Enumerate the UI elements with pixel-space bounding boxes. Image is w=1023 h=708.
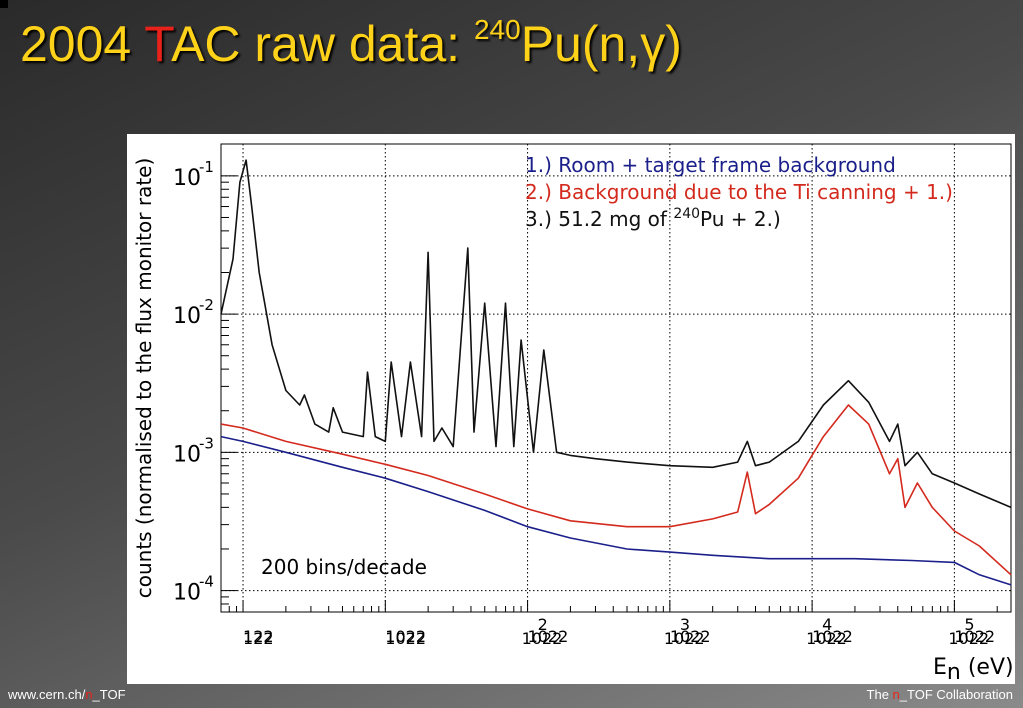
x-tick-label-exponent: 5 <box>964 615 974 634</box>
y-tick-label-exponent: -2 <box>199 296 214 314</box>
footer-collab-pre: The <box>866 687 893 702</box>
legend-entry-1: 1.) Room + target frame background <box>525 153 896 177</box>
x-axis-label: En (eV) <box>933 655 1014 684</box>
middle: 1022 <box>385 627 426 646</box>
footer-url-n: n <box>85 687 93 702</box>
middle: 1022 <box>522 629 563 648</box>
title-rest: AC raw data: <box>171 16 474 72</box>
bins-annotation: 200 bins/decade <box>261 555 427 579</box>
series-line-1 <box>220 435 1012 586</box>
slide-title: 2004 TAC raw data: 240Pu(n,γ) <box>20 14 682 73</box>
middle: 1022 <box>385 629 426 648</box>
x-tick-label-exponent: 4 <box>822 615 832 634</box>
title-red-letter: T <box>144 16 172 72</box>
y-tick-label: 10 <box>173 304 201 329</box>
legend-entry-2: 2.) Background due to the Ti canning + 1… <box>525 180 953 204</box>
middle: 122 <box>243 627 274 646</box>
middle: 1022 <box>664 629 705 648</box>
plot-border <box>220 143 1012 613</box>
middle: 1022 <box>806 629 847 648</box>
footer-url-pre: www.cern.ch/ <box>8 687 86 702</box>
middle: 1022 <box>528 627 569 646</box>
footer-url[interactable]: www.cern.ch/n_TOF <box>8 687 126 702</box>
series-line-3 <box>220 159 1012 509</box>
corner-mark <box>0 0 8 8</box>
footer-collab-post: _TOF Collaboration <box>899 687 1013 702</box>
y-tick-label: 10 <box>173 166 201 191</box>
y-tick-label-exponent: -3 <box>199 434 214 452</box>
y-tick-label-exponent: -1 <box>199 158 214 176</box>
plot-frame: 122 1022 1022 1022 1022 1022 122 1022 1022 1022 10… <box>127 134 1015 684</box>
middle: 1022 <box>954 627 995 646</box>
middle: 1022 <box>812 627 853 646</box>
middle: 1022 <box>670 627 711 646</box>
x-tick-label-exponent: 3 <box>680 615 690 634</box>
y-tick-label: 10 <box>173 581 201 606</box>
y-axis-label: counts (normalised to the flux monitor r… <box>132 158 156 599</box>
middle: 122 <box>243 629 274 648</box>
middle: 1022 <box>948 629 989 648</box>
footer-collaboration: The n_TOF Collaboration <box>867 687 1013 702</box>
legend-entry-3: 3.) 51.2 mg of 240Pu + 2.) <box>525 206 781 231</box>
title-main: 2004 <box>20 16 145 72</box>
series-line-2 <box>220 404 1012 576</box>
footer-collab-n: n <box>892 687 900 702</box>
title-end: Pu(n,γ) <box>520 16 682 72</box>
y-tick-label-exponent: -4 <box>199 573 214 591</box>
footer-url-post: _TOF <box>92 687 126 702</box>
y-tick-label: 10 <box>173 442 201 467</box>
x-tick-label-exponent: 2 <box>538 615 548 634</box>
title-superscript: 240 <box>473 14 521 45</box>
